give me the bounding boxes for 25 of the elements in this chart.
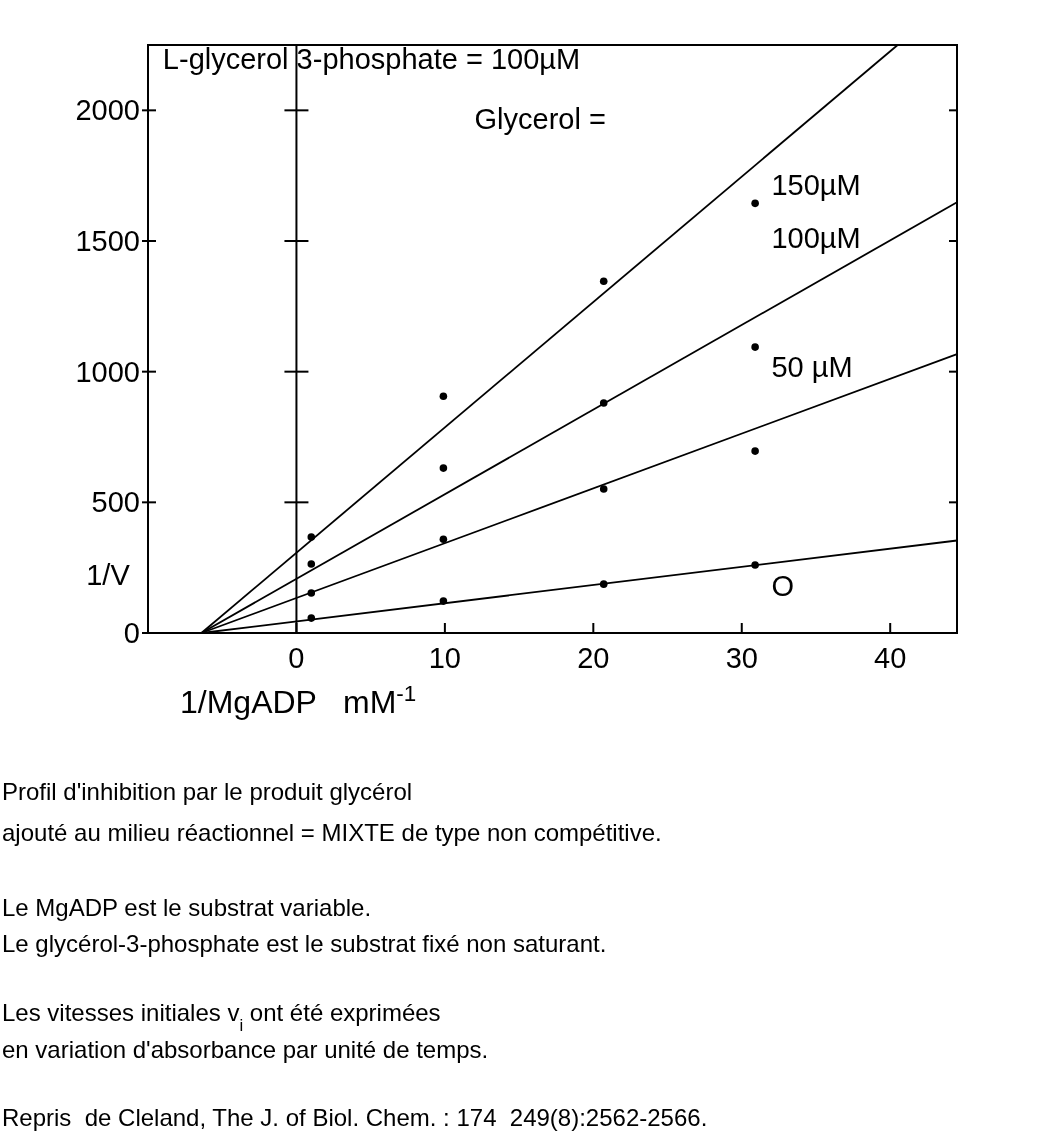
x-tick-label: 20	[577, 642, 610, 674]
series-label: 150µM	[771, 169, 861, 201]
text: Le glycérol-3-phosphate est le substrat fixé non saturant.	[2, 930, 607, 957]
y-tick-label: 500	[91, 486, 140, 519]
series-label: 100µM	[771, 221, 861, 254]
text: Les vitesses initiales v$_{i}$ ont été exprimées	[2, 999, 441, 1035]
text: Le MgADP est le substrat variable.	[2, 894, 372, 921]
text: Repris de Cleland, The J. of Biol. Chem. : 174 249(8):2562-2566.	[2, 1104, 708, 1131]
text: Profil d'inhibition par le produit glycérol	[2, 778, 413, 805]
annotation: Glycerol =	[474, 102, 606, 135]
x-tick-label: 0	[288, 642, 305, 674]
x-tick-label: 30	[725, 642, 758, 674]
y-axis-title: 1/V	[86, 559, 131, 591]
y-tick-label: 2000	[75, 94, 140, 127]
annotation: L-glycerol 3-phosphate = 100µM	[162, 42, 581, 75]
x-axis-title: 1/MgADP mM$^{-1}$	[180, 680, 417, 720]
y-tick-label: 1500	[75, 225, 140, 257]
text: en variation d'absorbance par unité de temps.	[2, 1036, 489, 1063]
text: ajouté au milieu réactionnel = MIXTE de type non compétitive.	[2, 819, 662, 846]
x-tick-label: 10	[428, 642, 462, 674]
y-tick-label: 0	[123, 617, 140, 649]
series-label: 50 µM	[771, 351, 853, 384]
series-label: O	[771, 570, 795, 603]
x-tick-label: 40	[874, 642, 907, 674]
y-tick-label: 1000	[75, 355, 140, 388]
